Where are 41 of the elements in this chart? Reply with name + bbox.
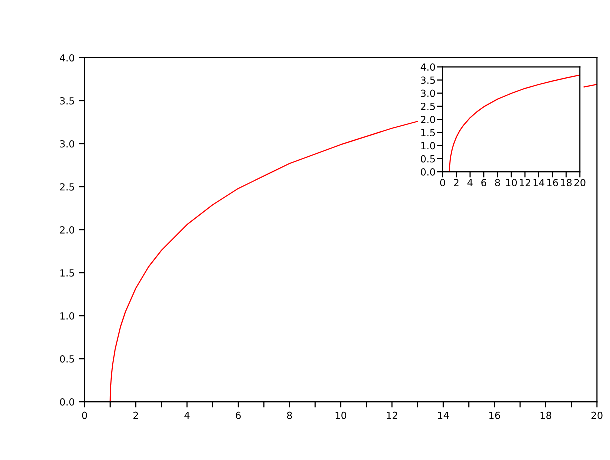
y-tick-label: 2.0 bbox=[421, 116, 436, 124]
y-tick-label: 2.5 bbox=[421, 102, 436, 110]
x-tick-label: 14 bbox=[534, 179, 545, 186]
x-tick-label: 12 bbox=[520, 179, 530, 186]
x-tick-label: 18 bbox=[540, 412, 552, 420]
y-tick-label: 2.5 bbox=[60, 183, 74, 191]
x-tick-label: 4 bbox=[184, 412, 190, 420]
y-tick-label: 4.0 bbox=[60, 54, 74, 62]
x-tick-label: 0 bbox=[82, 412, 88, 420]
y-tick-label: 3.5 bbox=[60, 97, 74, 105]
y-tick-label: 3.5 bbox=[421, 76, 436, 84]
x-tick-label: 8 bbox=[287, 412, 292, 420]
x-tick-label: 10 bbox=[336, 412, 347, 420]
y-tick-label: 0.5 bbox=[421, 155, 436, 163]
x-tick-label: 12 bbox=[387, 412, 398, 420]
x-tick-label: 16 bbox=[490, 412, 500, 420]
y-tick-label: 0.0 bbox=[60, 398, 74, 406]
x-tick-label: 6 bbox=[236, 412, 241, 420]
x-tick-label: 2 bbox=[134, 412, 138, 420]
x-tick-label: 8 bbox=[495, 179, 500, 187]
x-tick-label: 0 bbox=[440, 179, 446, 187]
x-tick-label: 10 bbox=[506, 179, 518, 187]
y-tick-label: 1.0 bbox=[422, 142, 436, 150]
y-tick-label: 0.0 bbox=[421, 168, 436, 176]
y-tick-label: 1.0 bbox=[60, 312, 74, 320]
y-tick-label: 3.0 bbox=[60, 140, 74, 148]
y-tick-label: 3.0 bbox=[421, 90, 436, 98]
y-tick-label: 4.0 bbox=[420, 64, 436, 71]
x-tick-label: 20 bbox=[592, 412, 603, 420]
x-tick-label: 18 bbox=[561, 179, 572, 187]
x-tick-label: 6 bbox=[482, 179, 487, 187]
y-tick-label: 0.5 bbox=[60, 356, 74, 363]
y-tick-label: 1.5 bbox=[60, 270, 74, 277]
y-tick-label: 2.0 bbox=[60, 226, 74, 234]
x-tick-label: 2 bbox=[454, 179, 459, 186]
x-tick-label: 4 bbox=[468, 179, 473, 186]
x-tick-label: 16 bbox=[548, 179, 558, 187]
line-series bbox=[449, 74, 580, 172]
y-tick-label: 1.5 bbox=[422, 129, 436, 137]
x-tick-label: 20 bbox=[574, 179, 586, 187]
x-tick-label: 14 bbox=[438, 412, 450, 420]
